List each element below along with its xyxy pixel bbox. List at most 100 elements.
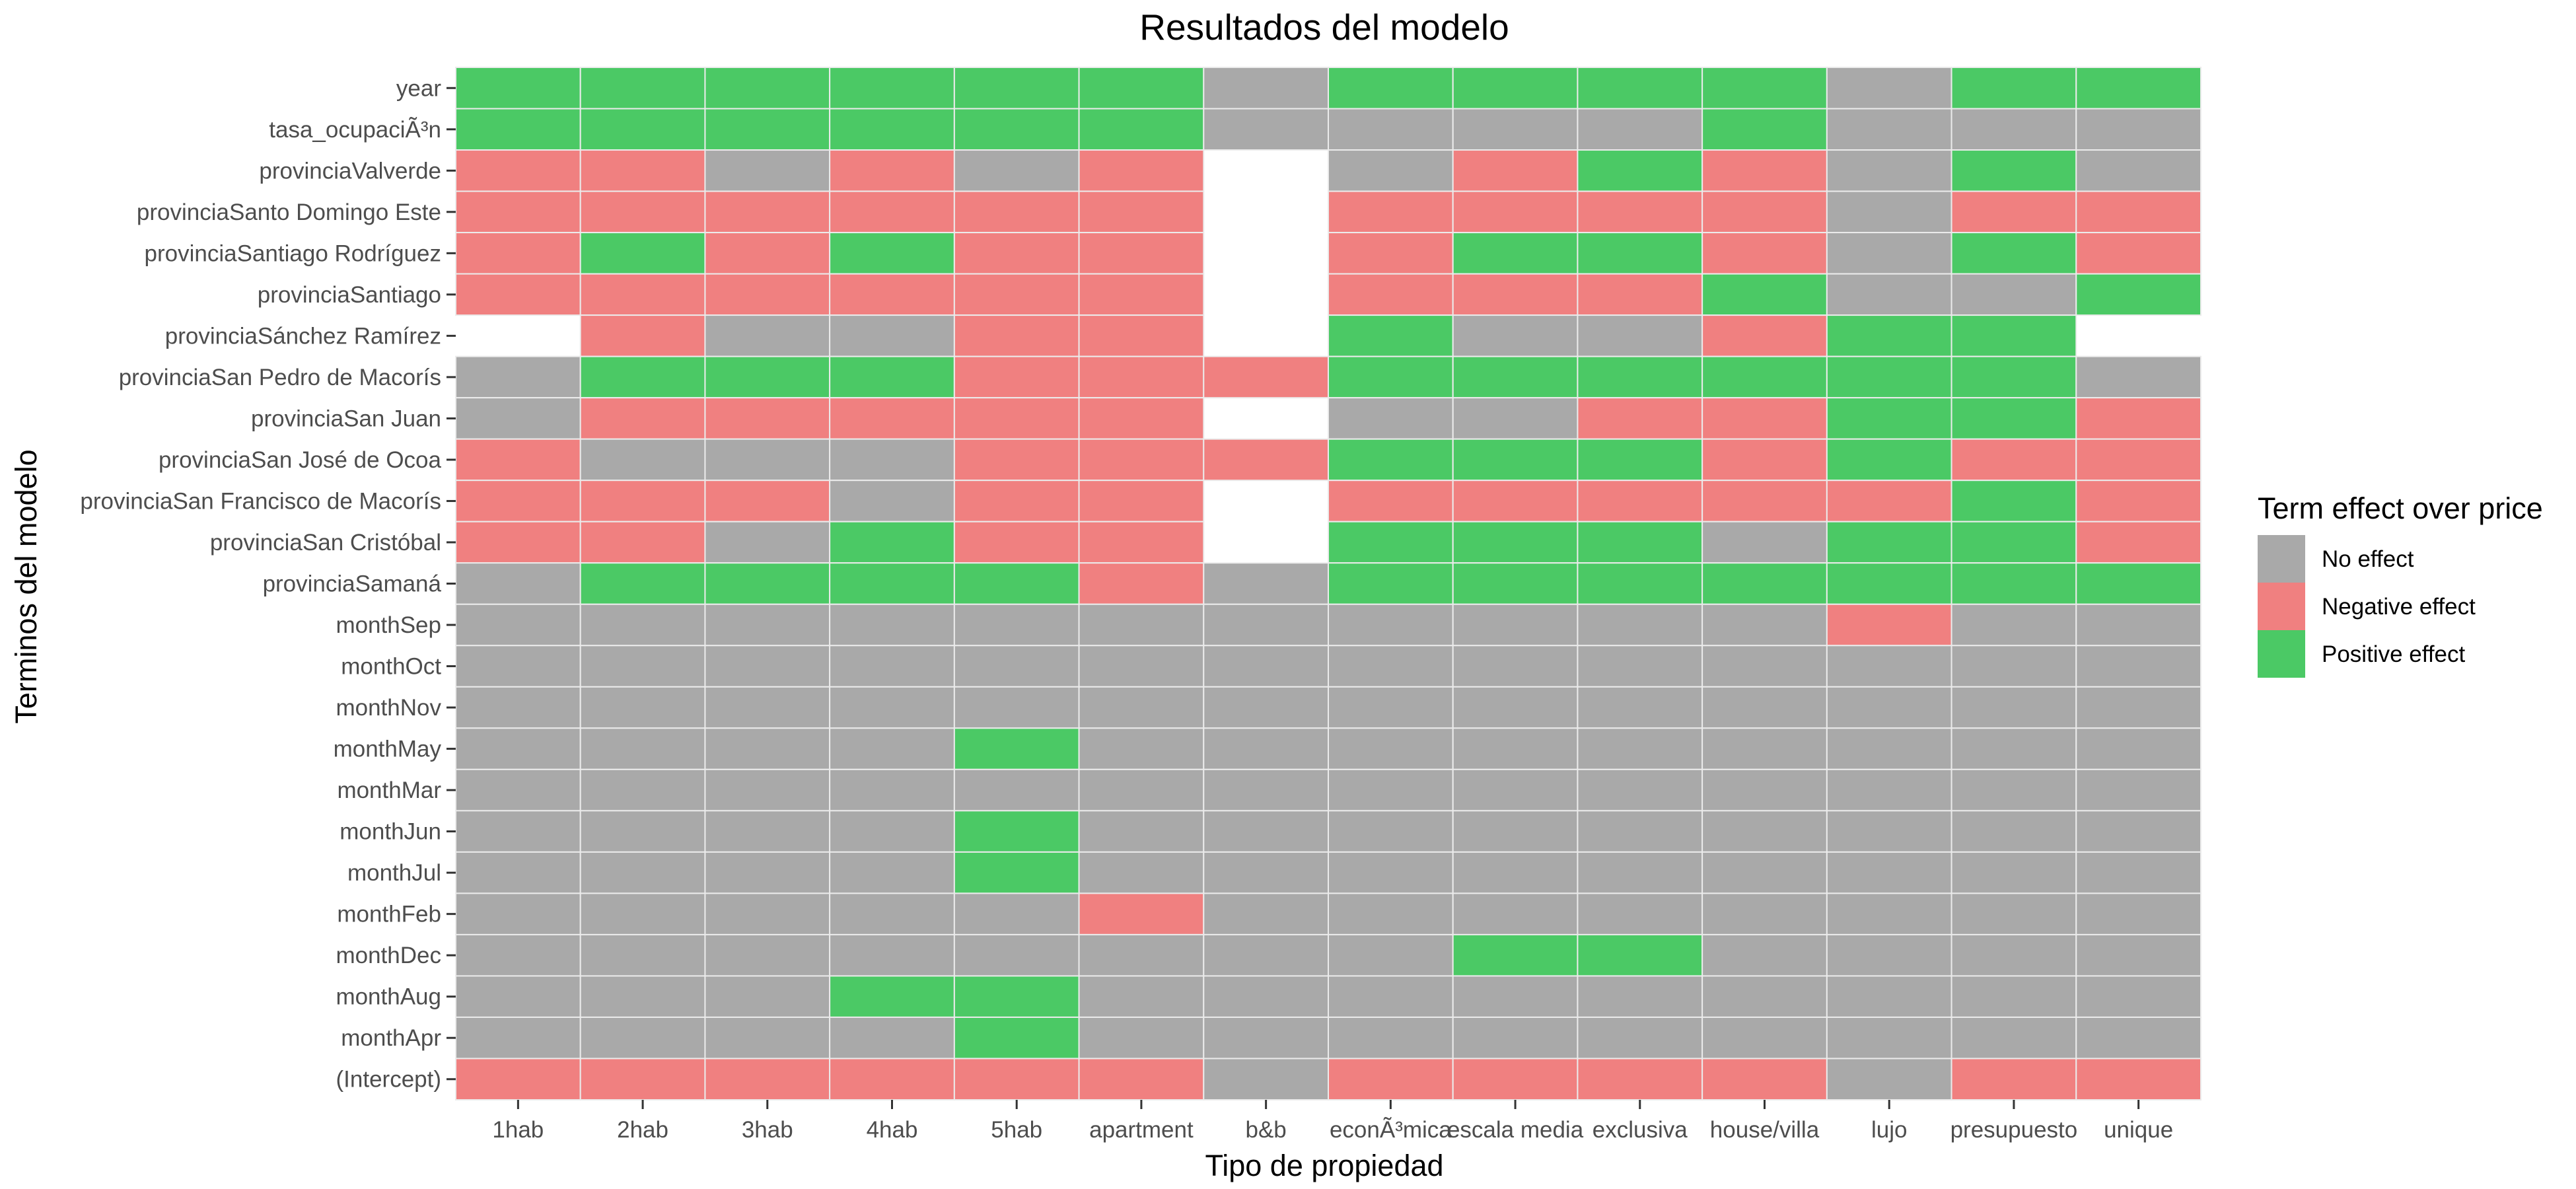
heatmap-cell bbox=[1452, 686, 1579, 729]
heatmap-cell bbox=[1203, 438, 1330, 482]
heatmap-cell bbox=[829, 851, 955, 894]
heatmap-cell bbox=[2075, 933, 2201, 977]
heatmap-cell bbox=[704, 355, 831, 399]
x-tick-label: 4hab bbox=[867, 1117, 918, 1143]
heatmap-cell bbox=[455, 480, 581, 522]
heatmap-cell bbox=[1826, 933, 1952, 977]
heatmap-cell bbox=[1328, 190, 1454, 234]
y-tick-label: tasa_ocupaciÃ³n bbox=[269, 117, 441, 143]
heatmap-cell bbox=[1826, 645, 1952, 688]
heatmap-cell bbox=[829, 67, 955, 110]
heatmap-cell bbox=[1328, 686, 1454, 729]
heatmap-cell bbox=[579, 645, 706, 688]
heatmap-cell bbox=[2075, 355, 2201, 399]
heatmap-cell bbox=[1826, 314, 1952, 357]
heatmap-cell bbox=[953, 645, 1080, 688]
heatmap-cell bbox=[1203, 1016, 1330, 1060]
heatmap-cell bbox=[1452, 975, 1579, 1018]
heatmap-cell bbox=[2075, 397, 2201, 440]
heatmap-cell bbox=[1203, 67, 1330, 110]
heatmap-cell bbox=[455, 67, 581, 110]
y-axis-title: Terminos del modelo bbox=[9, 449, 43, 723]
heatmap-cell bbox=[1452, 67, 1579, 110]
heatmap-cell bbox=[953, 1058, 1080, 1100]
heatmap-cell bbox=[1826, 480, 1952, 522]
heatmap-cell bbox=[829, 232, 955, 275]
heatmap-cell bbox=[829, 521, 955, 564]
heatmap-cell bbox=[2075, 603, 2201, 647]
heatmap-cell bbox=[1328, 355, 1454, 399]
heatmap-cell bbox=[704, 727, 831, 770]
heatmap-cell bbox=[579, 851, 706, 894]
heatmap-cell bbox=[829, 397, 955, 440]
legend-swatch bbox=[2258, 535, 2305, 583]
heatmap-cell bbox=[1577, 1016, 1703, 1060]
heatmap-cell bbox=[1452, 851, 1579, 894]
heatmap-cell bbox=[1452, 190, 1579, 234]
heatmap-cell bbox=[1078, 232, 1205, 275]
heatmap-cell bbox=[1078, 810, 1205, 853]
heatmap-cell bbox=[1328, 232, 1454, 275]
heatmap-cell bbox=[1701, 397, 1828, 440]
heatmap-cell bbox=[579, 190, 706, 234]
heatmap-cell bbox=[579, 108, 706, 151]
heatmap-cell bbox=[953, 314, 1080, 357]
heatmap-cell bbox=[1203, 355, 1330, 399]
heatmap-cell bbox=[1577, 108, 1703, 151]
heatmap-cell bbox=[1826, 438, 1952, 482]
heatmap-cell bbox=[953, 562, 1080, 605]
heatmap-cell bbox=[1826, 1058, 1952, 1100]
heatmap-cell bbox=[1328, 521, 1454, 564]
heatmap-cell bbox=[1950, 273, 2077, 316]
heatmap-cell bbox=[1078, 438, 1205, 482]
heatmap-cell bbox=[1078, 686, 1205, 729]
heatmap-cell bbox=[704, 190, 831, 234]
heatmap-cell bbox=[1328, 810, 1454, 853]
heatmap-cell bbox=[704, 67, 831, 110]
heatmap-cell bbox=[2075, 645, 2201, 688]
heatmap-cell bbox=[953, 232, 1080, 275]
heatmap-cell bbox=[455, 562, 581, 605]
heatmap-cell bbox=[579, 273, 706, 316]
y-tick-label: provinciaValverde bbox=[259, 158, 441, 184]
heatmap-cell bbox=[1328, 933, 1454, 977]
heatmap-cell bbox=[455, 603, 581, 647]
heatmap-cell bbox=[1452, 314, 1579, 357]
x-tick-label: presupuesto bbox=[1950, 1117, 2078, 1143]
heatmap-cell bbox=[1078, 645, 1205, 688]
y-tick-label: monthFeb bbox=[337, 902, 441, 927]
heatmap-cell bbox=[1701, 480, 1828, 522]
heatmap-cell bbox=[1950, 975, 2077, 1018]
heatmap-cell bbox=[1577, 438, 1703, 482]
heatmap-cell bbox=[1078, 67, 1205, 110]
heatmap-cell bbox=[2075, 232, 2201, 275]
heatmap-cell bbox=[1078, 108, 1205, 151]
heatmap-cell bbox=[1701, 933, 1828, 977]
heatmap-cell bbox=[1950, 232, 2077, 275]
heatmap-cell bbox=[1701, 190, 1828, 234]
heatmap-cell bbox=[704, 1016, 831, 1060]
legend-title: Term effect over price bbox=[2258, 491, 2543, 525]
heatmap-cell bbox=[579, 232, 706, 275]
heatmap-cell bbox=[953, 727, 1080, 770]
heatmap-cell bbox=[455, 1016, 581, 1060]
x-tick-label: lujo bbox=[1871, 1117, 1907, 1143]
heatmap-cell bbox=[1452, 232, 1579, 275]
heatmap-cell bbox=[953, 975, 1080, 1018]
heatmap-cell bbox=[1452, 438, 1579, 482]
y-tick-label: monthJul bbox=[347, 860, 441, 886]
heatmap-cell bbox=[1078, 314, 1205, 357]
heatmap-cell bbox=[1328, 149, 1454, 192]
heatmap-cell bbox=[1328, 273, 1454, 316]
x-tick-label: exclusiva bbox=[1592, 1117, 1688, 1143]
heatmap-cell bbox=[829, 355, 955, 399]
y-tick-label: monthSep bbox=[336, 612, 441, 638]
y-tick-label: monthMay bbox=[334, 737, 442, 762]
x-tick-label: escala media bbox=[1447, 1117, 1584, 1143]
y-tick-label: provinciaSan Juan bbox=[251, 406, 441, 431]
heatmap-cell bbox=[1203, 892, 1330, 935]
heatmap-cell bbox=[1701, 1058, 1828, 1100]
heatmap-cell bbox=[1701, 149, 1828, 192]
heatmap-cell bbox=[1577, 851, 1703, 894]
heatmap-cell bbox=[1577, 645, 1703, 688]
